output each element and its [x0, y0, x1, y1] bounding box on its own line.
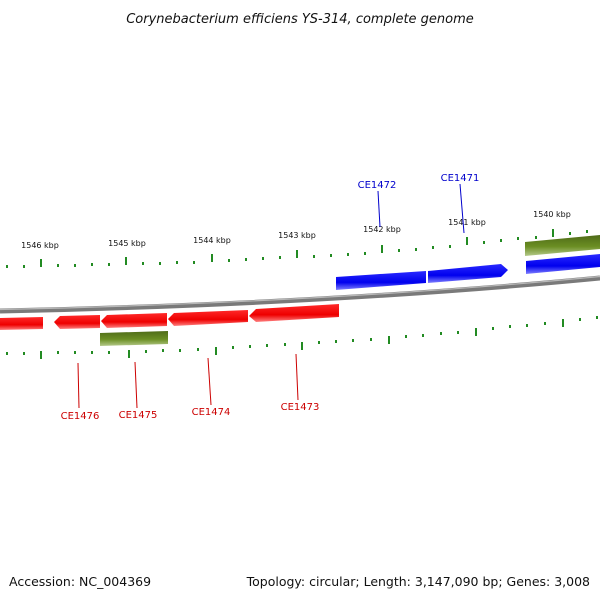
scale-label-1542: 1542 kbp: [363, 225, 401, 234]
forward-gene-track: [336, 254, 600, 290]
gene-arrow-ce1476[interactable]: [54, 315, 100, 329]
gene-arrow-offscreen-reverse[interactable]: [0, 317, 43, 330]
feature-olive-right[interactable]: [525, 235, 600, 256]
scale-label-1544: 1544 kbp: [193, 236, 231, 245]
gene-arrow-ce1473[interactable]: [249, 304, 339, 322]
scale-label-1546: 1546 kbp: [21, 241, 59, 250]
gene-label-ce1472[interactable]: CE1472: [358, 180, 397, 191]
gene-label-ce1475[interactable]: CE1475: [119, 410, 158, 421]
scale-label-1545: 1545 kbp: [108, 239, 146, 248]
gene-arrow-offscreen-forward[interactable]: [526, 254, 600, 274]
gene-arrow-ce1472[interactable]: [336, 271, 426, 290]
reverse-label-connectors: [77, 353, 299, 409]
forward-label-connectors: [377, 183, 465, 234]
reverse-gene-track: [0, 304, 339, 330]
gene-label-ce1471[interactable]: CE1471: [441, 173, 480, 184]
outer-tick-track: [6, 229, 588, 268]
scale-label-1540: 1540 kbp: [533, 210, 571, 219]
inner-tick-track: [6, 316, 598, 359]
accession-text: Accession: NC_004369: [9, 574, 151, 589]
gene-label-ce1473[interactable]: CE1473: [281, 402, 320, 413]
gene-arrow-ce1471[interactable]: [428, 264, 508, 283]
gene-label-ce1476[interactable]: CE1476: [61, 411, 100, 422]
scale-label-1543: 1543 kbp: [278, 231, 316, 240]
gene-arrow-ce1475[interactable]: [101, 313, 167, 328]
feature-olive-left[interactable]: [100, 331, 168, 346]
genome-backbone: [0, 275, 600, 314]
genome-summary-text: Topology: circular; Length: 3,147,090 bp…: [246, 574, 590, 589]
scale-label-1541: 1541 kbp: [448, 218, 486, 227]
map-title: Corynebacterium efficiens YS-314, comple…: [126, 12, 474, 27]
gene-label-ce1474[interactable]: CE1474: [192, 407, 231, 418]
rna-feature-track: [100, 235, 600, 346]
gene-arrow-ce1474[interactable]: [168, 310, 248, 326]
genome-backbone-highlight: [0, 275, 600, 311]
